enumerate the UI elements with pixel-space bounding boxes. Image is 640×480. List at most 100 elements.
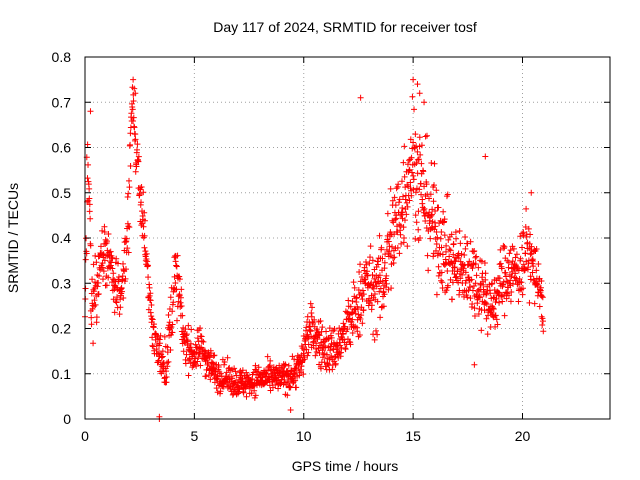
data-point	[183, 331, 190, 338]
data-point	[368, 302, 375, 309]
data-point	[122, 275, 129, 282]
data-point	[167, 346, 174, 353]
data-point	[165, 312, 172, 319]
data-point	[413, 159, 420, 166]
data-point	[451, 264, 458, 271]
data-point	[197, 362, 204, 369]
data-point	[276, 369, 283, 376]
data-point	[315, 331, 322, 338]
data-point	[397, 222, 404, 229]
data-point	[460, 265, 467, 272]
data-point	[88, 314, 95, 321]
data-point	[467, 283, 474, 290]
data-point	[443, 248, 450, 255]
data-point	[243, 393, 250, 400]
data-point	[503, 273, 510, 280]
data-point	[316, 349, 323, 356]
data-point	[494, 321, 501, 328]
data-point	[450, 251, 457, 258]
data-point	[379, 255, 386, 262]
data-point	[308, 313, 315, 320]
data-point	[132, 131, 139, 138]
data-point	[172, 258, 179, 265]
data-point	[90, 340, 97, 347]
data-point	[439, 279, 446, 286]
data-point	[170, 299, 177, 306]
data-point	[117, 304, 124, 311]
data-point	[449, 296, 456, 303]
data-point	[406, 197, 413, 204]
data-point	[475, 264, 482, 271]
data-point	[317, 317, 324, 324]
data-point	[487, 290, 494, 297]
data-point	[158, 354, 165, 361]
data-point	[410, 139, 417, 146]
data-point	[427, 191, 434, 198]
data-point	[539, 294, 546, 301]
data-point	[163, 368, 170, 375]
data-point	[371, 291, 378, 298]
data-point	[366, 260, 373, 267]
data-point	[410, 176, 417, 183]
data-point	[307, 300, 314, 307]
data-point	[346, 311, 353, 318]
data-point	[211, 365, 218, 372]
data-point	[232, 368, 239, 375]
chart-title: Day 117 of 2024, SRMTID for receiver tos…	[213, 19, 477, 35]
data-point	[441, 232, 448, 239]
x-tick-label: 0	[81, 428, 89, 444]
data-point	[360, 306, 367, 313]
data-point	[364, 272, 371, 279]
data-point	[353, 294, 360, 301]
data-point	[229, 391, 236, 398]
data-point	[284, 392, 291, 399]
data-point	[496, 275, 503, 282]
data-point	[141, 244, 148, 251]
data-point	[199, 338, 206, 345]
data-point	[252, 362, 259, 369]
data-point	[416, 90, 423, 97]
data-point	[369, 257, 376, 264]
y-tick-label: 0.5	[52, 185, 72, 201]
data-point	[411, 106, 418, 113]
data-point	[85, 161, 92, 168]
data-point	[493, 295, 500, 302]
data-point	[312, 352, 319, 359]
data-point	[490, 305, 497, 312]
data-point	[404, 161, 411, 168]
data-point	[538, 293, 545, 300]
data-point	[313, 349, 320, 356]
data-point	[529, 269, 536, 276]
data-point	[401, 217, 408, 224]
data-point	[349, 316, 356, 323]
data-point	[178, 303, 185, 310]
x-tick-label: 10	[296, 428, 312, 444]
data-point	[372, 327, 379, 334]
data-point	[415, 226, 422, 233]
data-point	[138, 183, 145, 190]
y-tick-label: 0.6	[52, 140, 72, 156]
data-point	[471, 248, 478, 255]
data-point	[159, 353, 166, 360]
x-tick-label: 15	[405, 428, 421, 444]
data-point	[282, 361, 289, 368]
data-point	[119, 273, 126, 280]
data-point	[272, 381, 279, 388]
data-point	[305, 349, 312, 356]
data-point	[414, 156, 421, 163]
data-point	[467, 238, 474, 245]
data-point	[314, 326, 321, 333]
x-axis-label: GPS time / hours	[292, 458, 399, 474]
data-point	[87, 242, 94, 249]
data-point	[469, 287, 476, 294]
data-point	[507, 298, 514, 305]
data-point	[410, 172, 417, 179]
data-point	[192, 341, 199, 348]
data-point	[416, 134, 423, 141]
data-point	[378, 244, 385, 251]
data-point	[512, 254, 519, 261]
data-point	[388, 243, 395, 250]
data-point	[409, 93, 416, 100]
data-point	[127, 141, 134, 148]
data-point	[344, 336, 351, 343]
